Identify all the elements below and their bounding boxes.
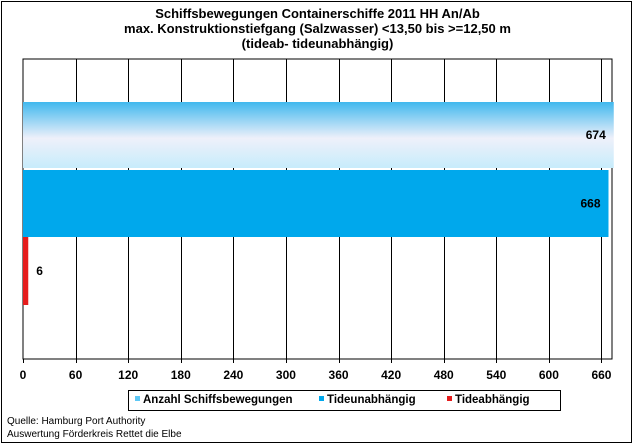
legend-label-tideunabhaengig: Tideunabhängig	[327, 394, 416, 406]
data-label-anzahl-schiffsbewegungen: 674	[586, 128, 606, 142]
x-tick-label: 480	[434, 368, 454, 382]
bar-tideunabhaengig	[23, 170, 609, 237]
x-tick-label: 0	[20, 368, 27, 382]
legend-swatch-tideunabhaengig	[319, 396, 324, 402]
data-label-tideabhaengig: 6	[36, 264, 43, 278]
source-line-2: Auswertung Förderkreis Rettet die Elbe	[7, 429, 182, 440]
legend-item-total: Anzahl Schiffsbewegungen	[135, 394, 293, 406]
x-tick-label: 360	[329, 368, 349, 382]
x-tick-label: 660	[591, 368, 611, 382]
legend-label-total: Anzahl Schiffsbewegungen	[143, 394, 293, 406]
x-tick-label: 300	[276, 368, 296, 382]
data-label-tideunabhaengig: 668	[580, 197, 600, 211]
source-line-1: Quelle: Hamburg Port Authority	[7, 416, 146, 427]
x-tick-label: 420	[381, 368, 401, 382]
x-tick-label: 120	[118, 368, 138, 382]
legend-label-tideabhaengig: Tideabhängig	[455, 394, 530, 406]
chart-title-line-1: Schiffsbewegungen Containerschiffe 2011 …	[155, 6, 480, 21]
bar-tideabhaengig	[23, 237, 29, 305]
x-tick-label: 60	[69, 368, 83, 382]
legend-item-tideunabhaengig: Tideunabhängig	[319, 394, 416, 406]
x-tick-label: 600	[539, 368, 559, 382]
x-tick-label: 540	[486, 368, 506, 382]
x-tick-label: 180	[171, 368, 191, 382]
chart-legend: Anzahl Schiffsbewegungen Tideunabhängig …	[128, 390, 561, 411]
legend-item-tideabhaengig: Tideabhängig	[447, 394, 530, 406]
bar-anzahl-schiffsbewegungen	[23, 102, 614, 168]
x-tick-label: 240	[223, 368, 243, 382]
legend-swatch-tideabhaengig	[447, 396, 452, 402]
legend-swatch-total	[135, 396, 140, 402]
chart-title-line-3: (tideab- tideunabhängig)	[241, 36, 394, 51]
chart-title-line-2: max. Konstruktionstiefgang (Salzwasser) …	[124, 21, 511, 36]
